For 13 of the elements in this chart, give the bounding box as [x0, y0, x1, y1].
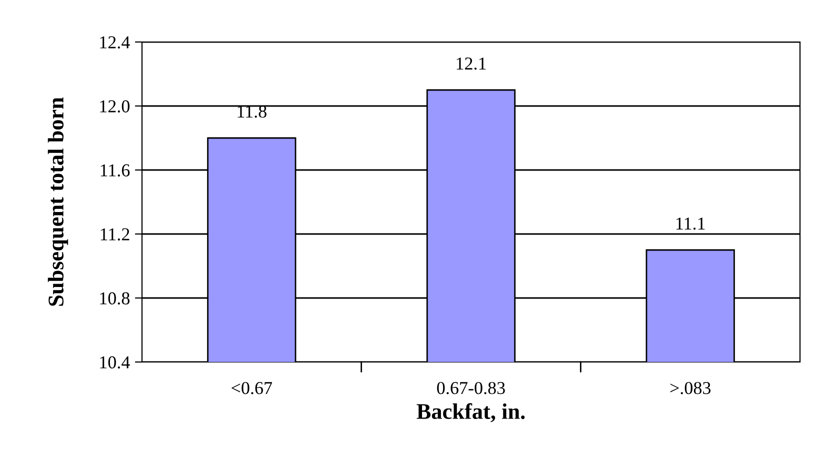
- text: 10.4: [100, 356, 130, 369]
- text: 10.8: [100, 292, 130, 305]
- x-axis-title: Backfat, in.: [416, 403, 525, 422]
- text: 11.2: [100, 228, 130, 241]
- data-label: 12.1: [456, 58, 486, 70]
- x-tick-label: >.083: [670, 382, 711, 394]
- text: 12.0: [100, 100, 130, 113]
- text: 11.6: [100, 164, 130, 177]
- y-axis-title: Subsequent total born: [48, 97, 68, 306]
- x-tick-label: <0.67: [232, 382, 272, 394]
- text: 12.4: [100, 36, 130, 49]
- data-label: 11.1: [676, 218, 705, 230]
- x-tick-label: 0.67-0.83: [437, 382, 505, 394]
